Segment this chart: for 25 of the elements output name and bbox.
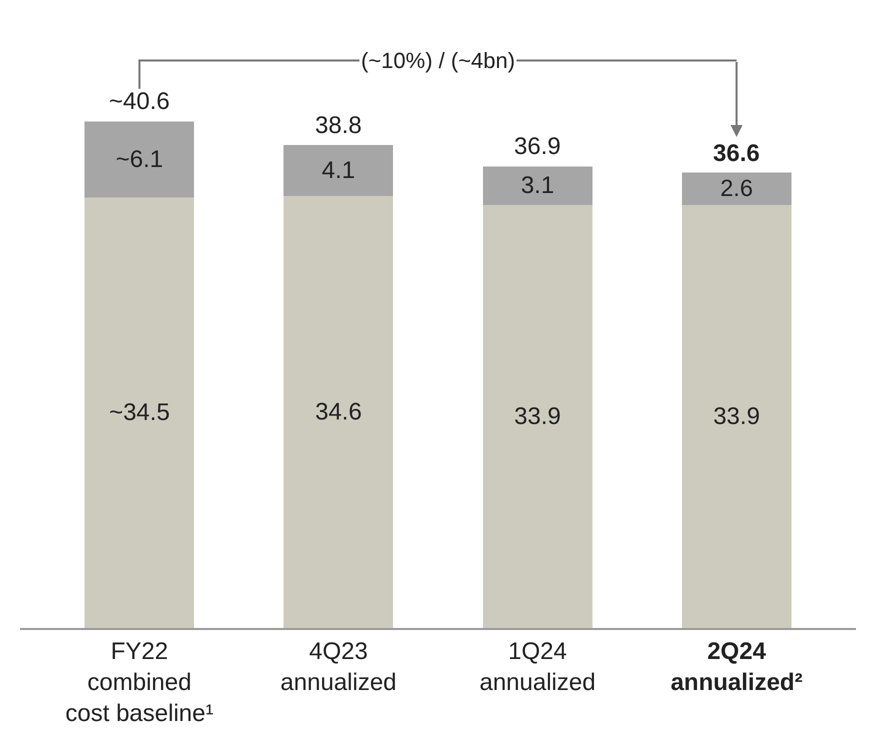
bar xyxy=(84,121,194,198)
bar xyxy=(682,204,792,628)
x-tick-label: FY22 combined cost baseline¹ xyxy=(65,638,214,728)
x-tick-label: 2Q24 annualized² xyxy=(670,638,803,696)
bar xyxy=(682,172,792,205)
bar xyxy=(482,166,592,205)
bar xyxy=(284,196,394,628)
bar xyxy=(284,145,394,196)
bar xyxy=(84,197,194,628)
total-label: 36.6 xyxy=(713,140,760,167)
data-label: 33.9 xyxy=(713,402,760,430)
x-tick-label: 4Q23 annualized xyxy=(280,638,397,696)
data-label: 33.9 xyxy=(514,402,561,430)
x-tick-label: 1Q24 annualized xyxy=(479,638,596,696)
total-label: ~40.6 xyxy=(109,88,170,115)
total-label: 38.8 xyxy=(315,112,362,139)
data-label: ~34.5 xyxy=(109,399,170,426)
text: (~10%) / (~4bn) xyxy=(361,48,516,73)
data-label: 2.6 xyxy=(720,175,753,202)
data-label: 3.1 xyxy=(520,172,554,200)
data-label: 4.1 xyxy=(322,157,356,184)
data-label: 34.6 xyxy=(315,398,362,426)
data-label: ~6.1 xyxy=(116,146,164,173)
bar xyxy=(482,204,592,628)
total-label: 36.9 xyxy=(514,133,561,160)
